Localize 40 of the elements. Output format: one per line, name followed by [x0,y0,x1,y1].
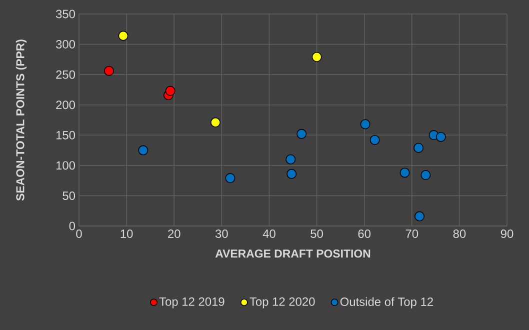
point [414,142,424,153]
y-tick-label: 300 [56,40,76,49]
point [118,30,128,41]
point [104,66,114,76]
point [210,117,220,128]
x-tick-label: 50 [310,230,323,238]
x-tick-label: 70 [406,230,418,238]
point [370,134,380,145]
legend-label: Outside of Top 12 [340,297,433,308]
y-tick-label: 100 [56,161,76,170]
y-tick-label: 50 [62,191,76,200]
legend-label: Top 12 2020 [250,297,315,308]
x-tick-label: 30 [215,230,228,238]
x-tick-label: 90 [500,230,514,238]
x-tick-label: 40 [262,230,276,238]
y-axis-title: SEAON-TOTAL POINTS (PPR) [16,40,27,201]
x-axis-title: AVERAGE DRAFT POSITION [215,250,370,258]
legend-label: Top 12 2019 [159,297,224,308]
point [312,52,322,62]
point [138,145,148,156]
point [414,211,424,222]
point [286,154,296,164]
point [400,168,410,178]
x-tick-label: 0 [76,230,82,238]
point [286,168,297,179]
point [436,132,446,142]
y-tick-label: 200 [56,100,76,110]
point [420,170,431,180]
x-tick-label: 10 [120,230,133,238]
y-tick-label: 0 [69,222,76,230]
x-tick-label: 80 [453,230,466,238]
x-tick-label: 60 [358,230,371,238]
y-tick-label: 150 [56,130,76,140]
point [360,119,370,130]
point [165,86,176,96]
x-tick-label: 20 [168,230,180,238]
point [296,128,307,139]
point [225,173,236,184]
y-tick-label: 250 [56,70,76,79]
y-tick-label: 350 [56,10,76,18]
